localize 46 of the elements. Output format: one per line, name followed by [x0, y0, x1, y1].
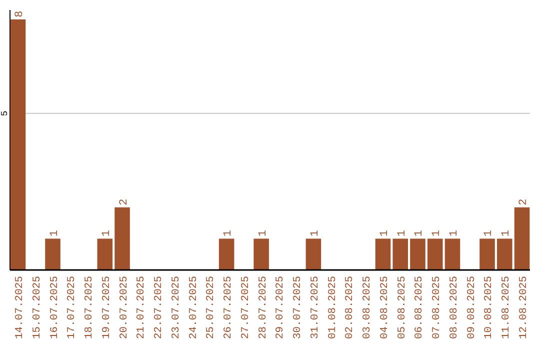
x-tick-label: 31.07.2025: [309, 276, 322, 340]
data-label: 1: [483, 230, 496, 237]
x-tick-label: 26.07.2025: [222, 276, 235, 340]
x-tick-label: 06.08.2025: [414, 276, 426, 340]
data-label: 1: [378, 230, 391, 237]
x-tick-label: 20.07.2025: [118, 276, 130, 340]
data-label: 1: [309, 230, 322, 237]
data-label: 1: [396, 230, 408, 237]
x-tick-label: 27.07.2025: [240, 276, 252, 340]
x-tick-label: 29.07.2025: [274, 276, 287, 340]
x-tick-label: 16.07.2025: [48, 276, 61, 340]
x-tick-label: 07.08.2025: [431, 276, 444, 340]
data-label: 2: [518, 198, 530, 206]
data-label: 1: [414, 230, 426, 237]
data-label: 1: [448, 230, 460, 237]
x-tick-label: 24.07.2025: [188, 276, 200, 340]
x-tick-label: 28.07.2025: [257, 276, 270, 340]
x-tick-label: 02.08.2025: [344, 276, 356, 340]
data-label: 1: [257, 230, 270, 237]
x-tick-label: 01.08.2025: [326, 276, 339, 340]
x-tick-label: 22.07.2025: [153, 276, 166, 340]
y-tick-label: 5: [0, 110, 10, 116]
x-tick-label: 11.08.2025: [500, 276, 513, 340]
data-label: 1: [100, 230, 113, 237]
data-label: 1: [222, 230, 235, 237]
data-label: 8: [14, 10, 26, 18]
x-tick-label: 15.07.2025: [31, 276, 44, 340]
data-label: 1: [500, 230, 513, 237]
x-tick-label: 05.08.2025: [396, 276, 408, 340]
x-tick-label: 19.07.2025: [100, 276, 113, 340]
x-tick-label: 09.08.2025: [466, 276, 478, 340]
x-tick-label: 18.07.2025: [84, 276, 96, 340]
x-tick-label: 04.08.2025: [378, 276, 391, 340]
x-tick-label: 21.07.2025: [136, 276, 148, 340]
data-label: 2: [118, 198, 130, 206]
x-tick-label: 17.07.2025: [66, 276, 78, 340]
x-tick-label: 03.08.2025: [362, 276, 374, 340]
x-tick-label: 12.08.2025: [518, 276, 530, 340]
x-tick-label: 08.08.2025: [448, 276, 460, 340]
x-tick-label: 10.08.2025: [483, 276, 496, 340]
x-tick-label: 14.07.2025: [14, 276, 26, 340]
data-label: 1: [431, 230, 444, 237]
data-label: 1: [48, 230, 61, 237]
x-tick-label: 25.07.2025: [205, 276, 218, 340]
x-tick-label: 23.07.2025: [170, 276, 182, 340]
x-tick-label: 30.07.2025: [292, 276, 304, 340]
